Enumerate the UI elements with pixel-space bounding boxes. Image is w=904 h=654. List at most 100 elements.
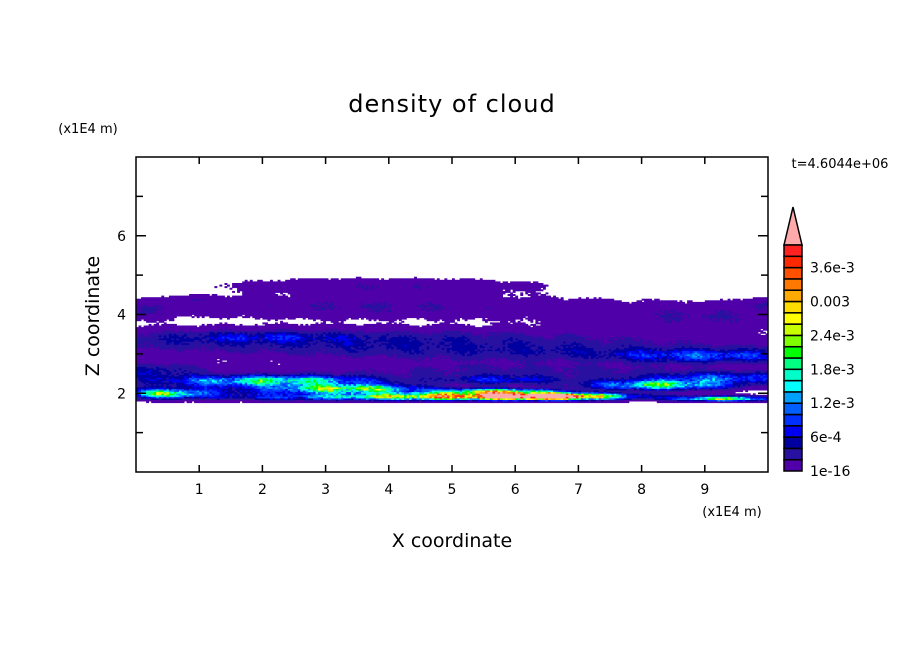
contour-cell (171, 371, 182, 374)
contour-cell (264, 385, 271, 388)
contour-cell (300, 353, 306, 356)
contour-cell (651, 349, 658, 352)
contour-cell (608, 339, 637, 342)
contour-cell (249, 380, 253, 383)
contour-cell (697, 383, 701, 386)
contour-cell (477, 347, 498, 350)
contour-cell (654, 350, 663, 353)
contour-cell (214, 349, 220, 352)
contour-cell (636, 375, 650, 378)
contour-cell (421, 286, 428, 289)
contour-cell (350, 386, 354, 389)
contour-cell (616, 393, 620, 396)
contour-cell (664, 312, 685, 315)
contour-cell (173, 394, 177, 397)
contour-cell (457, 393, 460, 396)
contour-cell (381, 380, 385, 383)
contour-cell (282, 393, 286, 396)
contour-cell (257, 335, 266, 337)
contour-cell (644, 342, 647, 345)
contour-cell (313, 380, 316, 383)
contour-cell (414, 358, 417, 361)
contour-cell (166, 396, 170, 399)
contour-cell (156, 311, 377, 314)
contour-cell (431, 342, 435, 345)
contour-cell (446, 372, 450, 375)
contour-cell (720, 368, 723, 370)
contour-cell (717, 385, 723, 388)
contour-cell (191, 371, 213, 374)
contour-cell (487, 349, 493, 352)
contour-cell (492, 398, 496, 400)
contour-cell (338, 331, 342, 334)
contour-cell (136, 344, 139, 347)
contour-cell (136, 366, 147, 369)
contour-cell (287, 398, 291, 400)
contour-cell (176, 393, 182, 396)
contour-cell (348, 383, 352, 386)
contour-cell (588, 398, 594, 400)
contour-cell (398, 382, 405, 385)
contour-cell (307, 352, 311, 355)
contour-cell (401, 390, 407, 393)
contour-cell (740, 374, 744, 377)
contour-cell (184, 396, 192, 399)
contour-cell (737, 353, 741, 356)
contour-cell (146, 388, 152, 391)
contour-cell (404, 382, 453, 385)
contour-cell (712, 344, 726, 347)
contour-cell (641, 393, 648, 396)
colorbar-box (783, 266, 803, 280)
contour-cell (199, 396, 205, 399)
contour-cell (618, 382, 622, 385)
contour-cell (179, 390, 182, 393)
contour-cell (545, 391, 549, 394)
contour-cell (227, 317, 230, 320)
contour-cell (168, 393, 175, 396)
contour-cell (762, 308, 766, 311)
contour-cell (361, 369, 367, 372)
contour-cell (666, 369, 670, 372)
contour-cell (578, 361, 589, 364)
contour-cell (687, 301, 764, 304)
contour-cell (545, 360, 554, 363)
contour-cell (421, 398, 425, 400)
contour-cell (578, 396, 582, 399)
contour-cell (310, 383, 316, 386)
contour-cell (270, 328, 276, 331)
y-unit-label: (x1E4 m) (58, 122, 117, 137)
contour-cell (558, 390, 567, 393)
contour-cell (565, 371, 572, 374)
contour-cell (641, 366, 645, 369)
contour-cell (591, 357, 594, 359)
contour-cell (391, 388, 395, 391)
contour-cell (502, 374, 511, 377)
contour-cell (616, 372, 647, 375)
contour-cell (649, 342, 653, 345)
contour-cell (285, 346, 294, 348)
contour-cell (722, 383, 726, 386)
contour-cell (626, 369, 630, 372)
contour-cell (355, 377, 359, 380)
contour-cell (441, 386, 445, 389)
contour-cell (313, 388, 316, 391)
contour-cell (264, 336, 268, 339)
contour-cell (313, 339, 321, 342)
contour-cell (707, 358, 711, 361)
contour-cell (489, 398, 493, 400)
contour-cell (325, 375, 329, 378)
contour-cell (426, 399, 430, 402)
contour-cell (219, 382, 230, 385)
contour-cell (388, 372, 407, 375)
contour-cell (434, 388, 438, 391)
contour-cell (320, 371, 326, 374)
contour-cell (436, 396, 440, 399)
contour-cell (136, 352, 243, 355)
contour-cell (495, 333, 498, 336)
contour-cell (618, 396, 625, 399)
contour-cell (211, 386, 218, 389)
contour-cell (227, 333, 233, 336)
contour-cell (606, 350, 612, 353)
contour-cell (411, 369, 435, 372)
contour-cell (275, 347, 291, 350)
